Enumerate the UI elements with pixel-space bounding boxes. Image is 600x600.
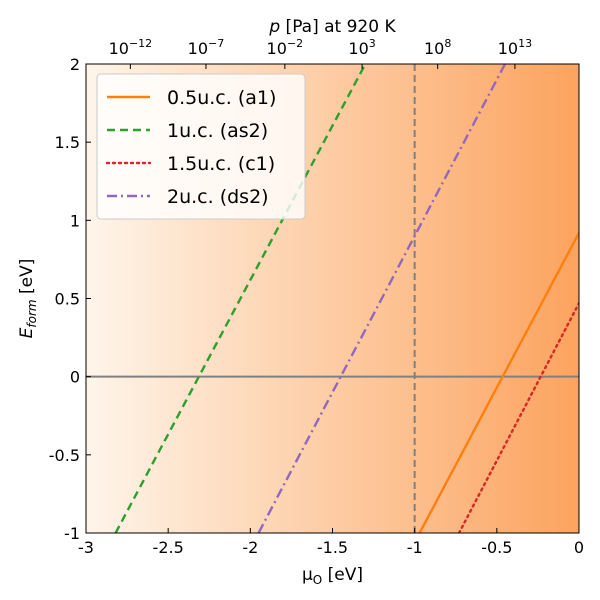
- y-tick-label: -1: [64, 524, 80, 543]
- x-tick-label: -2: [242, 538, 258, 557]
- x-axis-title: μO [eV]: [302, 565, 363, 587]
- x-tick-label: -0.5: [481, 538, 512, 557]
- x-tick-label: -1: [407, 538, 423, 557]
- y-tick-label: 0: [70, 368, 80, 387]
- y-tick-label: 1: [70, 211, 80, 230]
- legend: 0.5u.c. (a1) 1u.c. (as2) 1.5u.c. (c1) 2u.c.…: [96, 73, 306, 220]
- top-tick-label: 1013: [498, 37, 532, 58]
- y-tick-label: 2: [70, 55, 80, 74]
- series-line-1: [418, 232, 579, 533]
- legend-label-2: 1u.c. (as2): [167, 120, 268, 142]
- top-tick-label: 108: [424, 37, 451, 58]
- series-line-3: [457, 301, 579, 533]
- legend-label-1: 0.5u.c. (a1): [167, 87, 276, 109]
- x-tick-label: -3: [78, 538, 94, 557]
- y-tick-label: 0.5: [55, 290, 80, 309]
- top-tick-label: 10−2: [267, 37, 304, 58]
- y-tick-label: 1.5: [55, 133, 80, 152]
- top-tick-label: 10−12: [109, 37, 153, 58]
- y-axis-title: Eform [eV]: [17, 259, 39, 339]
- top-tick-label: 10−7: [188, 37, 225, 58]
- legend-label-3: 1.5u.c. (c1): [167, 153, 275, 175]
- legend-box: [96, 73, 306, 220]
- series-line-2: [114, 64, 367, 533]
- x-tick-label: -2.5: [153, 538, 184, 557]
- y-tick-label: -0.5: [49, 446, 80, 465]
- x-tick-label: 0: [574, 538, 584, 557]
- series-line-4: [257, 64, 507, 533]
- top-tick-label: 103: [348, 37, 375, 58]
- top-axis-title: p [Pa] at 920 K: [268, 17, 396, 37]
- legend-label-4: 2u.c. (ds2): [167, 186, 269, 208]
- x-tick-label: -1.5: [317, 538, 348, 557]
